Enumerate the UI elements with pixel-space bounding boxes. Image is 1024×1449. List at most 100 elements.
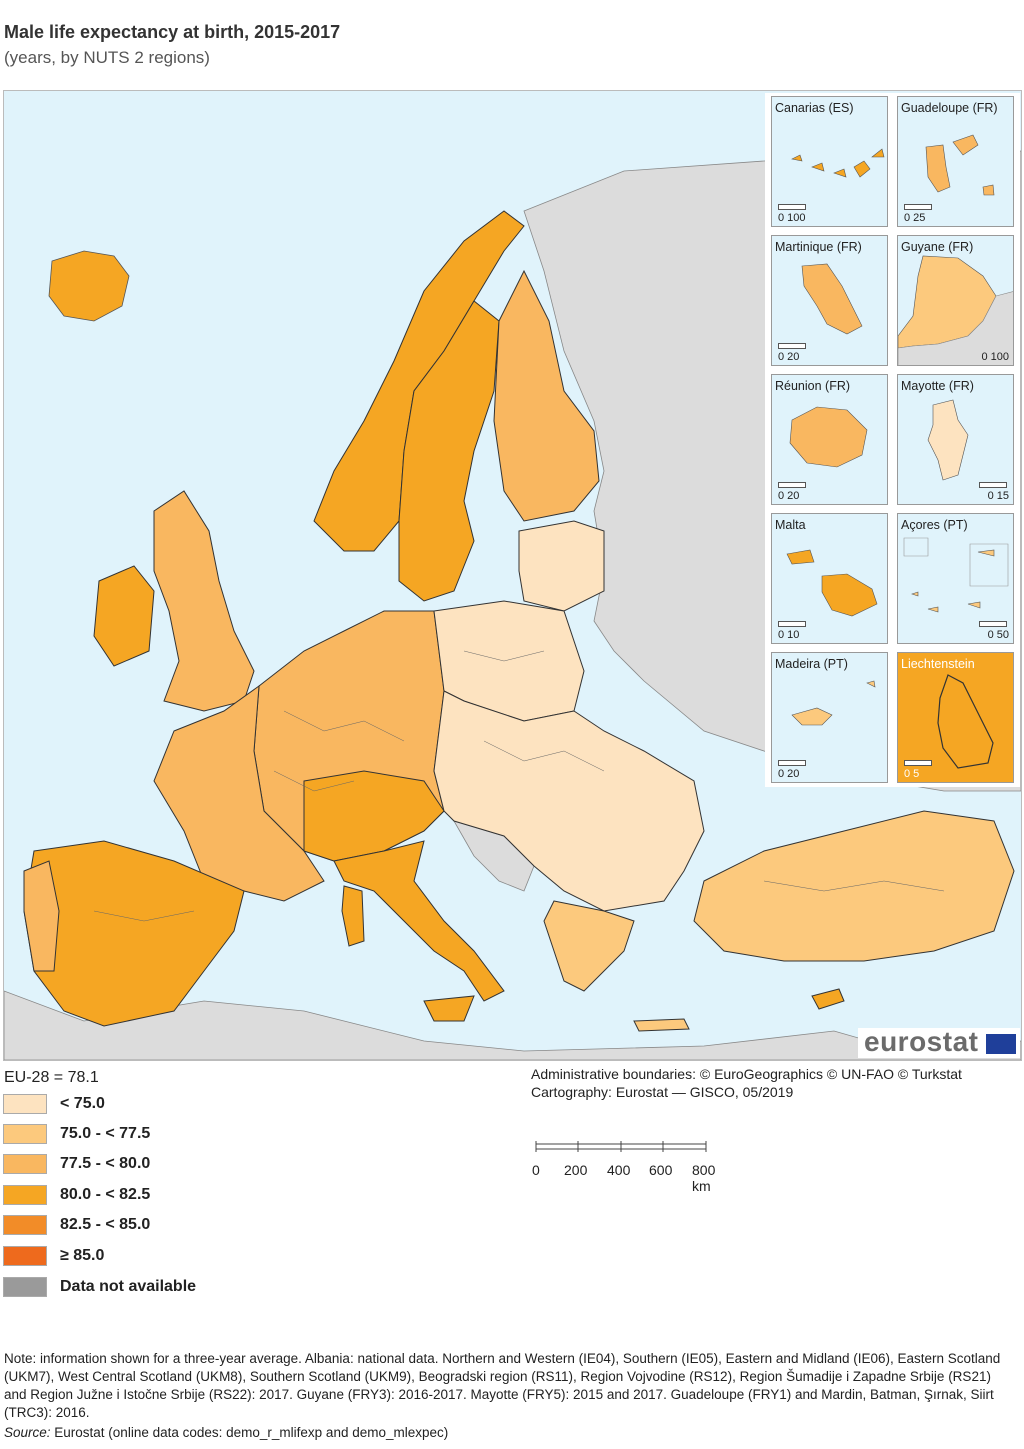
land-norway — [313, 210, 525, 552]
inset-scalebar — [979, 621, 1007, 627]
legend-swatch — [3, 1124, 47, 1144]
legend-swatch — [3, 1246, 47, 1266]
inset-label: Guyane (FR) — [901, 240, 974, 254]
legend-label: Data not available — [60, 1278, 197, 1295]
land-sicily — [423, 995, 475, 1022]
legend-label: < 75.0 — [60, 1095, 105, 1112]
land-alps — [303, 770, 445, 862]
inset-scale-text: 0 20 — [778, 768, 800, 780]
land-cyprus — [811, 988, 845, 1010]
land-sweden — [398, 300, 500, 602]
inset-reunion: Réunion (FR) 0 20 — [771, 374, 888, 505]
land-uk — [153, 490, 255, 712]
inset-label: Liechtenstein — [901, 657, 975, 671]
inset-scalebar — [904, 204, 932, 210]
inset-martinique: Martinique (FR) 0 20 — [771, 235, 888, 366]
inset-label: Martinique (FR) — [775, 240, 862, 254]
inset-scale-text: 0 50 — [987, 629, 1009, 641]
map-scalebar: 0 200 400 600 800 km — [531, 1138, 731, 1194]
land-france — [153, 684, 325, 902]
inset-label: Guadeloupe (FR) — [901, 101, 998, 115]
land-iceland — [48, 250, 130, 322]
land-portugal — [23, 860, 60, 972]
inset-label: Malta — [775, 518, 806, 532]
land-sardinia — [341, 885, 365, 947]
inset-scale-text: 0 25 — [904, 212, 926, 224]
footnote: Note: information shown for a three-year… — [4, 1351, 1001, 1420]
inset-mayotte-shape — [927, 399, 969, 481]
land-ireland — [93, 565, 155, 667]
map-subtitle: (years, by NUTS 2 regions) — [4, 48, 210, 67]
source-line: Source: Eurostat (online data codes: dem… — [4, 1425, 448, 1440]
inset-guyane-shape — [898, 255, 1013, 365]
land-finland — [493, 269, 600, 522]
inset-scale-text: 0 100 — [778, 212, 806, 224]
inset-liechtenstein: Liechtenstein 0 5 — [897, 652, 1014, 783]
credits-cartography: Cartography: Eurostat — GISCO, 05/2019 — [531, 1084, 794, 1100]
logo-text: eurostat — [864, 1026, 979, 1057]
legend-label: 80.0 - < 82.5 — [60, 1186, 151, 1203]
legend-swatch — [3, 1215, 47, 1235]
map-title: Male life expectancy at birth, 2015-2017 — [4, 22, 341, 42]
legend-swatch — [3, 1185, 47, 1205]
inset-scale-text: 0 10 — [778, 629, 800, 641]
inset-label: Madeira (PT) — [775, 657, 848, 671]
legend-label: 82.5 - < 85.0 — [60, 1216, 151, 1233]
region-boundaries — [93, 650, 945, 922]
inset-scale-text: 0 100 — [981, 351, 1009, 363]
source-label: Source: — [4, 1425, 51, 1440]
eurostat-logo: eurostat — [858, 1026, 1020, 1058]
scale-tick: 400 — [607, 1162, 631, 1178]
inset-acores: Açores (PT) 0 50 — [897, 513, 1014, 644]
inset-madeira: Madeira (PT) 0 20 — [771, 652, 888, 783]
source-text: Eurostat (online data codes: demo_r_mlif… — [50, 1425, 449, 1440]
inset-canarias: Canarias (ES) 0 100 — [771, 96, 888, 227]
credits-boundaries: Administrative boundaries: © EuroGeograp… — [531, 1066, 962, 1082]
land-baltics — [518, 520, 605, 612]
inset-acores-shape — [903, 537, 1009, 613]
scale-tick: 600 — [649, 1162, 673, 1178]
land-africa — [4, 990, 1021, 1060]
land-crete — [633, 1018, 690, 1032]
inset-guyane: Guyane (FR) 0 100 — [897, 235, 1014, 366]
scalebar-graphic — [535, 1141, 707, 1152]
legend-swatch — [3, 1154, 47, 1174]
inset-guadeloupe: Guadeloupe (FR) 0 25 — [897, 96, 1014, 227]
land-greece — [543, 900, 635, 992]
inset-martinique-shape — [801, 263, 863, 335]
map-credits: Administrative boundaries: © EuroGeograp… — [531, 1065, 962, 1101]
inset-malta: Malta 0 10 — [771, 513, 888, 644]
inset-madeira-shape — [791, 680, 876, 726]
scale-tick: 800 km — [692, 1162, 716, 1194]
inset-guadeloupe-shape — [925, 134, 995, 196]
inset-liechtenstein-shape — [937, 674, 994, 769]
legend-label: ≥ 85.0 — [60, 1247, 105, 1264]
inset-label: Mayotte (FR) — [901, 379, 974, 393]
scale-tick: 0 — [532, 1162, 540, 1178]
eu-flag-icon — [986, 1034, 1016, 1054]
inset-scalebar — [778, 760, 806, 766]
legend-swatch — [3, 1094, 47, 1114]
inset-scale-text: 0 20 — [778, 490, 800, 502]
legend-label: 75.0 - < 77.5 — [60, 1125, 151, 1142]
inset-scalebar — [778, 343, 806, 349]
inset-reunion-shape — [789, 406, 868, 468]
inset-label: Réunion (FR) — [775, 379, 851, 393]
legend-eu-average: EU-28 = 78.1 — [4, 1069, 99, 1086]
inset-scale-text: 0 5 — [904, 768, 920, 780]
inset-label: Canarias (ES) — [775, 101, 854, 115]
inset-scalebar — [778, 621, 806, 627]
inset-scalebar — [979, 482, 1007, 488]
inset-mayotte: Mayotte (FR) 0 15 — [897, 374, 1014, 505]
inset-scale-text: 0 20 — [778, 351, 800, 363]
inset-label: Açores (PT) — [901, 518, 968, 532]
inset-scalebar — [778, 482, 806, 488]
legend-swatch — [3, 1277, 47, 1297]
inset-panel: Canarias (ES) 0 100 Guadeloupe (FR) 0 25… — [765, 93, 1020, 787]
inset-scalebar — [904, 760, 932, 766]
legend-label: 77.5 - < 80.0 — [60, 1155, 151, 1172]
scale-tick: 200 — [564, 1162, 588, 1178]
inset-malta-shape — [786, 549, 878, 617]
inset-scalebar — [778, 204, 806, 210]
inset-scale-text: 0 15 — [987, 490, 1009, 502]
